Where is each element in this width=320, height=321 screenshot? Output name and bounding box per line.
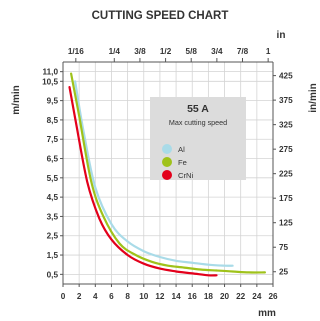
top-axis-unit: in: [277, 30, 286, 41]
top-tick-label: 1/16: [68, 47, 84, 56]
left-tick-label: 0,5: [47, 270, 59, 279]
legend-label-crni: CrNi: [178, 171, 193, 180]
bottom-tick-label: 16: [188, 292, 198, 301]
right-tick-label: 325: [279, 121, 293, 130]
right-tick-label: 375: [279, 96, 293, 105]
legend-box: 55 A Max cutting speed Al Fe CrNi: [150, 97, 246, 180]
bottom-tick-label: 14: [172, 292, 182, 301]
left-tick-label: 2,5: [47, 232, 59, 241]
series-line-fe: [70, 72, 266, 274]
left-tick-label: 8,5: [47, 116, 59, 125]
left-tick-label: 11,0: [43, 68, 59, 77]
legend-swatch-al: [162, 144, 172, 154]
top-tick-label: 3/4: [211, 47, 223, 56]
top-tick-label: 3/8: [134, 47, 146, 56]
right-tick-label: 125: [279, 219, 293, 228]
left-axis-unit: m/min: [11, 85, 22, 114]
left-tick-label: 1,5: [47, 251, 59, 260]
bottom-tick-label: 22: [236, 292, 246, 301]
left-tick-label: 3,5: [47, 212, 59, 221]
right-tick-label: 175: [279, 194, 293, 203]
series-line-crni: [68, 86, 218, 277]
top-tick-label: 1/2: [160, 47, 172, 56]
top-tick-label: 5/8: [186, 47, 198, 56]
right-tick-label: 225: [279, 170, 293, 179]
bottom-tick-label: 8: [125, 292, 130, 301]
left-tick-label: 7,5: [47, 135, 59, 144]
legend-box-title: 55 A: [187, 103, 209, 115]
series-lines: [68, 72, 266, 277]
legend-swatch-crni: [162, 170, 172, 180]
tick-labels: 0 2 4 6 8 10 12 14 16 18 20 22 24 261/16 1/4 3/8 1/2 5/8 3…: [42, 47, 293, 301]
right-tick-label: 275: [279, 145, 293, 154]
left-tick-label: 10,5: [42, 77, 58, 86]
top-tick-label: 1/4: [109, 47, 121, 56]
left-tick-label: 4,5: [47, 193, 59, 202]
bottom-axis-unit: mm: [258, 308, 276, 319]
left-tick-label: 5,5: [47, 174, 59, 183]
bottom-tick-label: 24: [252, 292, 262, 301]
bottom-tick-label: 2: [77, 292, 82, 301]
right-axis-unit: in/min: [308, 83, 319, 112]
legend-label-fe: Fe: [178, 158, 187, 167]
right-tick-label: 25: [279, 268, 289, 277]
left-tick-label: 9,5: [47, 97, 59, 106]
right-tick-label: 75: [279, 243, 289, 252]
legend-label-al: Al: [178, 145, 185, 154]
bottom-tick-label: 0: [61, 292, 66, 301]
bottom-tick-label: 26: [268, 292, 278, 301]
bottom-tick-label: 6: [109, 292, 114, 301]
bottom-tick-label: 20: [220, 292, 230, 301]
right-tick-label: 425: [279, 72, 293, 81]
series-line-al: [74, 80, 234, 267]
chart-title: CUTTING SPEED CHART: [92, 10, 229, 22]
bottom-tick-label: 18: [204, 292, 214, 301]
bottom-tick-label: 12: [155, 292, 165, 301]
top-tick-label: 1: [266, 47, 271, 56]
top-tick-label: 7/8: [237, 47, 249, 56]
bottom-tick-label: 4: [93, 292, 98, 301]
legend-swatch-fe: [162, 157, 172, 167]
axes: [60, 58, 276, 287]
bottom-tick-label: 10: [139, 292, 149, 301]
legend-box-subtitle: Max cutting speed: [169, 118, 227, 127]
left-tick-label: 6,5: [47, 155, 59, 164]
